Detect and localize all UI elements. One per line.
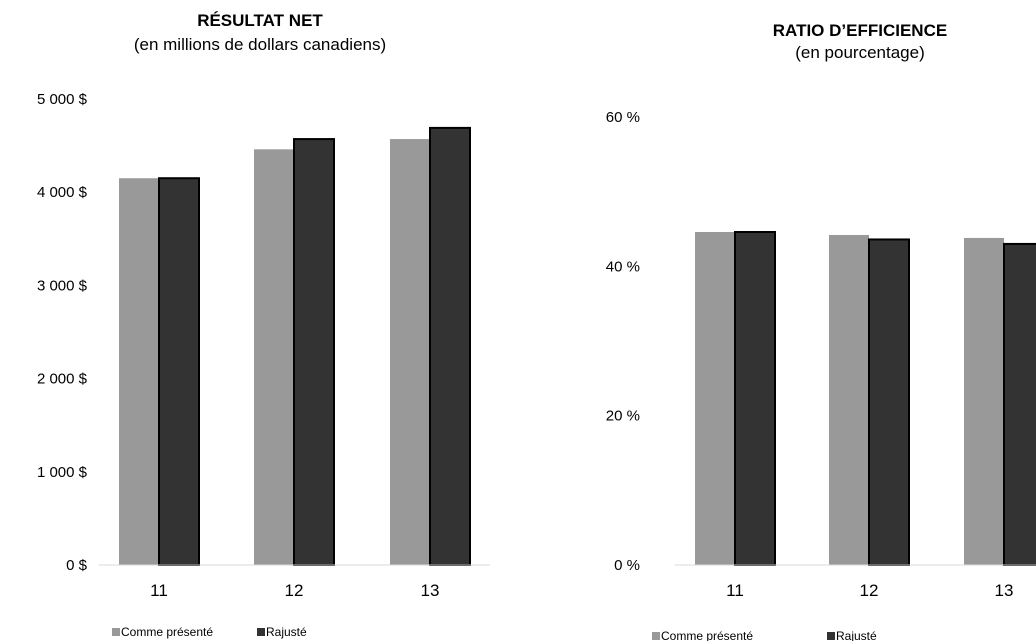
legend-label-adjusted: Rajusté [266,625,307,639]
bar-adjusted [734,230,776,566]
bar-reported [390,139,430,566]
legend-label-reported: Comme présenté [121,625,213,639]
x-tick-label: 13 [995,581,1014,600]
x-tick-label: 12 [285,581,304,600]
x-tick-label: 13 [421,581,440,600]
bar-reported [119,178,159,565]
legend-swatch-adjusted [827,632,835,640]
bar-reported [695,231,735,565]
x-tick-label: 12 [860,581,879,600]
y-tick-label: 4 000 $ [37,184,88,201]
legend-swatch-reported [652,632,660,640]
bar-adjusted [429,126,471,566]
chart-title: RATIO D’EFFICIENCE [773,21,947,40]
chart-title: RÉSULTAT NET [197,11,323,30]
y-tick-label: 0 $ [66,557,88,574]
legend-swatch-reported [112,628,120,636]
chart-efficiency-ratio: RATIO D’EFFICIENCE (en pourcentage) 0 % 2… [606,21,1036,641]
x-tick-label: 11 [726,581,744,600]
bar-reported [964,237,1004,565]
chart-subtitle: (en pourcentage) [795,43,924,62]
bar-adjusted [293,138,335,567]
x-tick-label: 11 [150,581,168,600]
legend-label-reported: Comme présenté [661,629,753,641]
y-tick-label: 0 % [614,557,640,574]
bar-reported [829,234,869,565]
y-tick-label: 2 000 $ [37,371,88,388]
legend-label-adjusted: Rajusté [836,629,877,641]
y-tick-label: 20 % [606,408,640,425]
bar-adjusted [158,177,200,566]
bar-adjusted [868,238,910,566]
y-tick-label: 1 000 $ [37,464,88,481]
bar-reported [254,149,294,565]
y-tick-label: 60 % [606,109,640,126]
y-tick-label: 5 000 $ [37,91,88,108]
legend-swatch-adjusted [257,628,265,636]
bar-adjusted [1003,242,1036,567]
y-tick-label: 40 % [606,258,640,275]
y-tick-label: 3 000 $ [37,277,88,294]
chart-subtitle: (en millions de dollars canadiens) [134,35,386,54]
chart-net-income: RÉSULTAT NET (en millions de dollars can… [37,11,490,639]
